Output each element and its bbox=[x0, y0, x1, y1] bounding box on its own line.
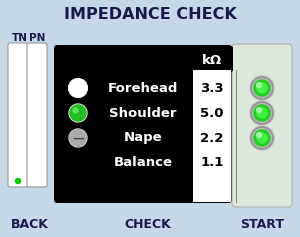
Text: Nape: Nape bbox=[124, 132, 162, 145]
Circle shape bbox=[70, 105, 86, 121]
Text: ⊕: ⊕ bbox=[70, 78, 86, 97]
Circle shape bbox=[69, 104, 87, 122]
Circle shape bbox=[254, 105, 270, 121]
Circle shape bbox=[70, 130, 86, 146]
FancyBboxPatch shape bbox=[8, 43, 28, 187]
Text: TN: TN bbox=[12, 33, 28, 43]
Text: Forehead: Forehead bbox=[108, 82, 178, 95]
Text: IMPEDANCE CHECK: IMPEDANCE CHECK bbox=[64, 6, 236, 22]
FancyBboxPatch shape bbox=[27, 43, 47, 187]
Text: CHECK: CHECK bbox=[124, 219, 171, 232]
Text: 2.2: 2.2 bbox=[200, 132, 224, 145]
Text: 3.3: 3.3 bbox=[200, 82, 224, 95]
FancyBboxPatch shape bbox=[232, 44, 292, 207]
Text: PN: PN bbox=[29, 33, 45, 43]
Circle shape bbox=[251, 102, 273, 124]
Circle shape bbox=[250, 76, 274, 100]
Circle shape bbox=[257, 133, 267, 143]
FancyBboxPatch shape bbox=[193, 70, 231, 202]
Circle shape bbox=[16, 178, 20, 183]
Circle shape bbox=[69, 129, 87, 147]
Text: BACK: BACK bbox=[11, 219, 49, 232]
Circle shape bbox=[253, 128, 272, 147]
Text: 5.0: 5.0 bbox=[200, 106, 224, 119]
FancyBboxPatch shape bbox=[191, 46, 233, 72]
FancyBboxPatch shape bbox=[54, 45, 232, 203]
Circle shape bbox=[253, 78, 272, 97]
Text: kΩ: kΩ bbox=[202, 54, 222, 67]
Circle shape bbox=[69, 79, 87, 97]
Circle shape bbox=[257, 108, 267, 118]
Circle shape bbox=[256, 108, 262, 113]
Circle shape bbox=[250, 126, 274, 150]
Circle shape bbox=[257, 83, 267, 93]
Circle shape bbox=[254, 130, 270, 146]
Circle shape bbox=[256, 132, 262, 137]
Circle shape bbox=[250, 101, 274, 125]
Text: −: − bbox=[71, 129, 85, 147]
Text: Balance: Balance bbox=[113, 156, 172, 169]
Text: Shoulder: Shoulder bbox=[109, 106, 177, 119]
Circle shape bbox=[73, 108, 78, 113]
Circle shape bbox=[256, 82, 262, 87]
Text: START: START bbox=[240, 219, 284, 232]
Circle shape bbox=[251, 127, 273, 149]
Circle shape bbox=[253, 104, 272, 123]
Circle shape bbox=[254, 80, 270, 96]
Text: 1.1: 1.1 bbox=[200, 156, 224, 169]
Circle shape bbox=[251, 77, 273, 99]
